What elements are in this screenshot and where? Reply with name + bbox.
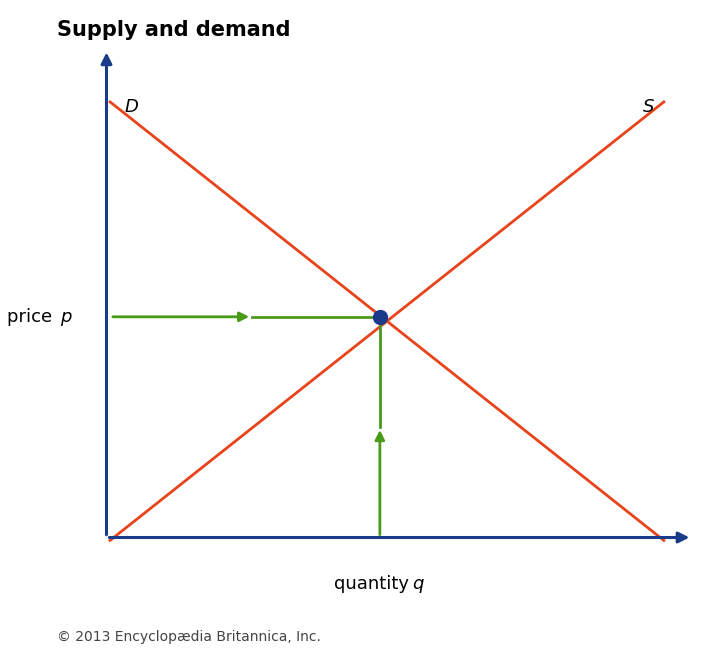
Text: quantity: quantity bbox=[334, 575, 415, 593]
Text: q: q bbox=[412, 575, 423, 593]
Text: © 2013 Encyclopædia Britannica, Inc.: © 2013 Encyclopædia Britannica, Inc. bbox=[57, 630, 321, 644]
Text: D: D bbox=[124, 98, 138, 116]
Text: Supply and demand: Supply and demand bbox=[57, 20, 290, 40]
Text: p: p bbox=[60, 308, 72, 326]
Text: S: S bbox=[643, 98, 654, 116]
Text: price: price bbox=[7, 308, 58, 326]
